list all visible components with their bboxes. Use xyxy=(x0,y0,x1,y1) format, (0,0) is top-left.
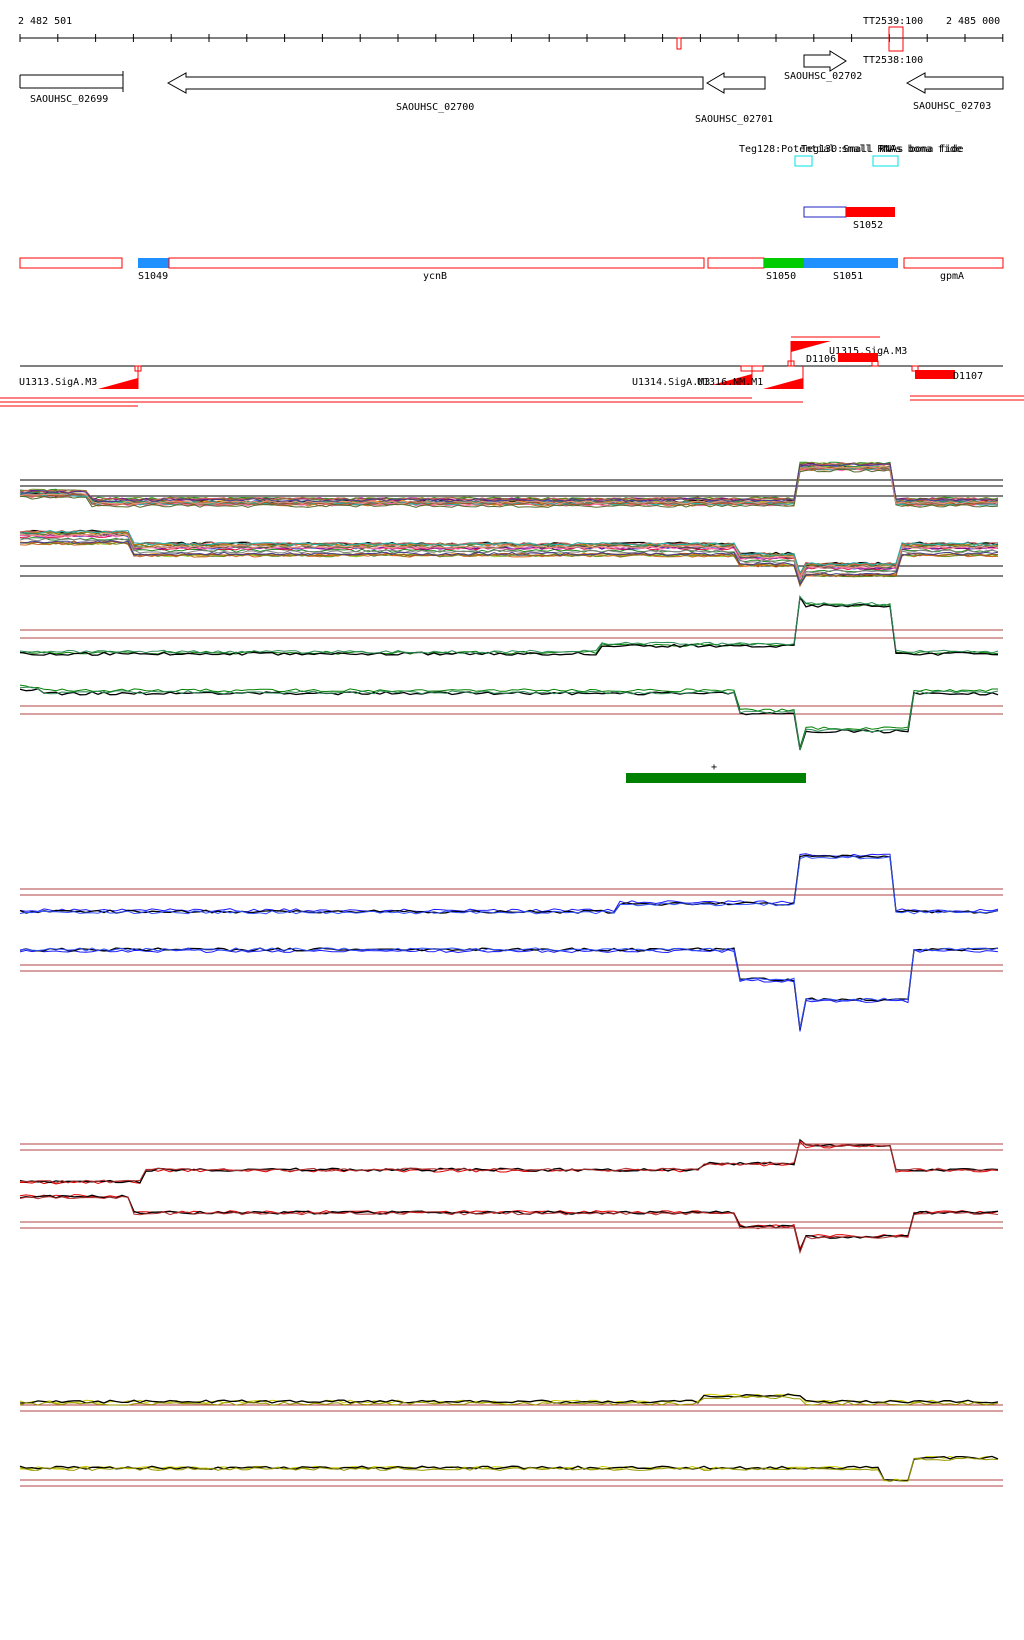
expression-trace xyxy=(19,532,999,579)
expression-trace xyxy=(19,595,999,656)
coordinate-ruler: 2 482 501 2 485 000 TT2539:100 TT2538:10… xyxy=(18,16,1004,66)
segment-s1050[interactable] xyxy=(764,258,804,268)
teg128-box[interactable] xyxy=(794,155,813,167)
promoter-track: U1313.SigA.M3 U1314.SigA.M3 U1316.NM.M1 … xyxy=(0,336,1024,407)
gene-label: SAOUHSC_02699 xyxy=(30,94,108,105)
expression-panel-yellow xyxy=(19,1393,1003,1487)
expression-trace xyxy=(19,534,999,581)
promoter-label: U1314.SigA.M3 xyxy=(632,377,710,388)
expression-bar[interactable]: + xyxy=(626,762,806,783)
segment-label-s1050: S1050 xyxy=(766,271,796,282)
promoter-u1315[interactable]: U1315.SigA.M3 xyxy=(787,341,907,367)
expression-trace xyxy=(19,1195,999,1255)
expression-trace xyxy=(20,1140,999,1185)
terminator-d1106[interactable]: D1106 xyxy=(806,353,879,367)
segment-label-s1051: S1051 xyxy=(833,271,863,282)
expression-trace xyxy=(19,463,999,503)
segment-s1052[interactable]: S1052 xyxy=(803,206,895,231)
segment-label-gpma: gpmA xyxy=(940,271,964,282)
promoter-label: D1107 xyxy=(953,371,983,382)
gene-label: SAOUHSC_02702 xyxy=(784,71,862,82)
expression-trace xyxy=(19,1395,999,1406)
terminator-label-tt2538: TT2538:100 xyxy=(863,55,923,66)
promoter-label: D1106 xyxy=(806,354,836,365)
expression-trace xyxy=(19,595,999,654)
terminator-label-tt2539: TT2539:100 xyxy=(863,16,923,27)
segment-label: S1052 xyxy=(853,220,883,231)
gene-saouhsc-02699[interactable]: SAOUHSC_02699 xyxy=(19,71,124,105)
segment-s1051[interactable] xyxy=(804,258,898,268)
expression-trace xyxy=(19,1393,999,1404)
expression-trace xyxy=(19,537,999,583)
expression-panel-red xyxy=(19,1138,1003,1255)
promoter-u1314[interactable]: U1314.SigA.M3 xyxy=(632,365,764,388)
expression-panel-green xyxy=(19,595,1003,751)
segment-label-ycnb: ycnB xyxy=(423,271,447,282)
expression-trace xyxy=(19,465,999,505)
gene-saouhsc-02701[interactable]: SAOUHSC_02701 xyxy=(695,72,773,125)
expression-trace xyxy=(19,595,999,655)
segment-track: S1049 ycnB S1050 S1051 gpmA xyxy=(19,257,1004,282)
small-marker-box[interactable] xyxy=(676,37,682,50)
expression-trace xyxy=(19,855,999,915)
expression-trace xyxy=(20,1140,999,1184)
gene-saouhsc-02702[interactable]: SAOUHSC_02702 xyxy=(784,50,862,82)
gene-saouhsc-02703[interactable]: SAOUHSC_02703 xyxy=(905,72,1004,112)
expression-trace xyxy=(19,947,999,1029)
teg128-label: Teg128:Potential small RNAs bona fide xyxy=(739,144,962,155)
expression-trace xyxy=(19,947,999,1030)
expression-bar-label: + xyxy=(711,762,717,773)
expression-trace xyxy=(19,853,999,913)
expression-panel-multi xyxy=(19,461,1003,588)
expression-trace xyxy=(19,686,999,751)
segment-ycnb[interactable] xyxy=(168,257,705,269)
expression-trace xyxy=(19,1194,999,1254)
expression-panel-blue xyxy=(19,853,1003,1032)
segment-outline[interactable] xyxy=(19,257,123,269)
gene-label: SAOUHSC_02701 xyxy=(695,114,773,125)
teg130-label: Teg130:Small RNAs bona fide xyxy=(801,144,964,155)
expression-trace xyxy=(19,539,999,586)
expression-trace xyxy=(19,1457,999,1483)
segment-gpma[interactable] xyxy=(903,257,1004,269)
segment-s1049[interactable] xyxy=(138,258,169,268)
segment-label-s1049: S1049 xyxy=(138,271,168,282)
expression-trace xyxy=(19,529,999,574)
terminator-d1107[interactable]: D1107 xyxy=(911,365,983,382)
ruler-end-label: 2 485 000 xyxy=(946,16,1000,27)
promoter-label: U1316.NM.M1 xyxy=(697,377,763,388)
gene-label: SAOUHSC_02700 xyxy=(396,102,474,113)
gene-saouhsc-02700[interactable]: SAOUHSC_02700 xyxy=(166,72,704,113)
teg130-box[interactable] xyxy=(872,155,899,167)
ruler-start-label: 2 482 501 xyxy=(18,16,72,27)
expression-trace xyxy=(19,688,999,751)
promoter-label: U1315.SigA.M3 xyxy=(829,346,907,357)
small-rna-track: Teg128:Potential small RNAs bona fide Te… xyxy=(739,144,964,167)
expression-trace xyxy=(19,949,999,1032)
expression-trace xyxy=(19,1455,999,1482)
promoter-label: U1313.SigA.M3 xyxy=(19,377,97,388)
expression-trace xyxy=(19,854,999,914)
expression-trace xyxy=(19,684,998,748)
promoter-u1313[interactable]: U1313.SigA.M3 xyxy=(19,365,142,389)
segment-outline[interactable] xyxy=(707,257,765,269)
gene-label: SAOUHSC_02703 xyxy=(913,101,991,112)
expression-trace xyxy=(19,468,999,508)
promoter-u1316[interactable]: U1316.NM.M1 xyxy=(697,366,804,389)
terminator-box[interactable] xyxy=(888,26,904,52)
expression-trace xyxy=(19,1138,999,1184)
gene-track: SAOUHSC_02699 SAOUHSC_02700 SAOUHSC_0270… xyxy=(19,50,1004,125)
